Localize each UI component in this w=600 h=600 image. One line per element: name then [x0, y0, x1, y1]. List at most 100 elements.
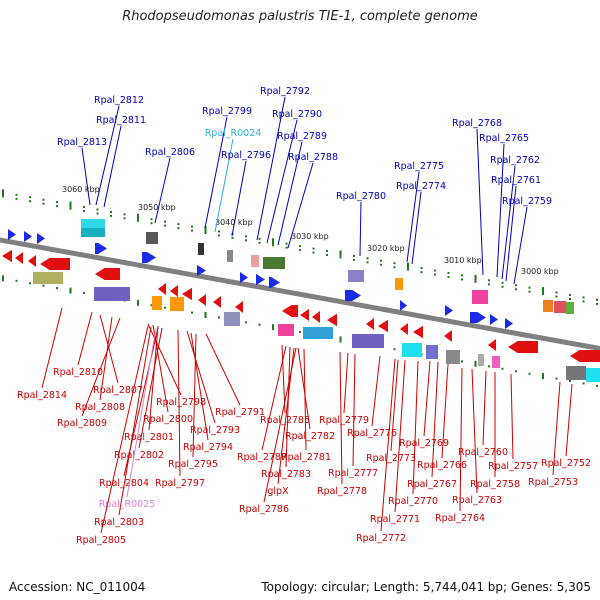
reverse-gene-label[interactable]: Rpal_2786 [239, 504, 289, 515]
forward-gene-label[interactable]: Rpal_2788 [288, 152, 338, 163]
gene-category-box[interactable] [395, 278, 403, 290]
forward-gene-label[interactable]: Rpal_2761 [491, 175, 541, 186]
reverse-gene-arrow[interactable] [28, 255, 36, 267]
reverse-gene-arrow[interactable] [508, 341, 538, 353]
reverse-gene-arrow[interactable] [235, 301, 243, 313]
forward-gene-arrow[interactable] [37, 233, 45, 244]
forward-gene-label[interactable]: Rpal_2789 [277, 131, 327, 142]
gene-category-box[interactable] [81, 219, 105, 228]
gene-category-box[interactable] [263, 257, 285, 269]
reverse-gene-arrow[interactable] [95, 268, 120, 280]
forward-gene-arrow[interactable] [400, 300, 407, 311]
reverse-gene-label[interactable]: Rpal_2782 [285, 431, 335, 442]
reverse-gene-arrow[interactable] [213, 296, 221, 308]
gene-category-box[interactable] [227, 250, 233, 262]
gene-category-box[interactable] [492, 356, 500, 368]
gene-category-box[interactable] [94, 287, 130, 301]
forward-gene-label[interactable]: Rpal_2768 [452, 118, 502, 129]
reverse-gene-label[interactable]: Rpal_2776 [347, 428, 397, 439]
reverse-gene-arrow[interactable] [444, 330, 452, 342]
gene-category-box[interactable] [33, 272, 63, 284]
reverse-gene-label[interactable]: Rpal_2809 [57, 418, 107, 429]
reverse-gene-label[interactable]: Rpal_2760 [458, 447, 508, 458]
gene-category-box[interactable] [586, 368, 600, 382]
reverse-gene-arrow[interactable] [282, 305, 298, 317]
reverse-gene-arrow[interactable] [378, 320, 388, 332]
reverse-gene-arrow[interactable] [413, 326, 423, 338]
forward-gene-arrow[interactable] [142, 252, 156, 263]
reverse-gene-label[interactable]: Rpal_2797 [155, 478, 205, 489]
reverse-gene-arrow[interactable] [158, 283, 166, 295]
reverse-gene-arrow[interactable] [170, 285, 178, 297]
reverse-gene-label[interactable]: Rpal_2767 [407, 479, 457, 490]
forward-gene-label[interactable]: Rpal_2796 [221, 150, 271, 161]
forward-gene-label[interactable]: Rpal_2765 [479, 133, 529, 144]
reverse-gene-label[interactable]: Rpal_2763 [452, 495, 502, 506]
reverse-gene-label[interactable]: Rpal_2752 [541, 458, 591, 469]
forward-gene-arrow[interactable] [197, 265, 206, 276]
reverse-gene-arrow[interactable] [312, 311, 320, 323]
reverse-gene-arrow[interactable] [2, 250, 12, 262]
reverse-gene-label[interactable]: Rpal_2798 [156, 397, 206, 408]
reverse-gene-label[interactable]: Rpal_2783 [261, 469, 311, 480]
gene-category-box[interactable] [251, 255, 259, 267]
gene-category-box[interactable] [303, 327, 333, 339]
reverse-gene-label[interactable]: Rpal_2793 [190, 425, 240, 436]
gene-category-box[interactable] [472, 290, 488, 304]
gene-category-box[interactable] [402, 343, 422, 357]
gene-category-box[interactable] [554, 301, 566, 313]
forward-gene-arrow[interactable] [505, 318, 513, 329]
gene-category-box[interactable] [198, 243, 204, 255]
reverse-gene-label[interactable]: Rpal_2779 [319, 415, 369, 426]
reverse-gene-label[interactable]: Rpal_2801 [124, 432, 174, 443]
reverse-gene-label[interactable]: Rpal_2814 [17, 390, 67, 401]
reverse-gene-arrow[interactable] [366, 318, 374, 330]
forward-gene-label[interactable]: Rpal_2811 [96, 115, 146, 126]
forward-gene-label[interactable]: Rpal_2762 [490, 155, 540, 166]
reverse-gene-label[interactable]: Rpal_2805 [76, 535, 126, 546]
reverse-gene-arrow[interactable] [15, 252, 23, 264]
forward-gene-label[interactable]: Rpal_2774 [396, 181, 446, 192]
reverse-gene-label[interactable]: Rpal_2773 [366, 453, 416, 464]
gene-category-box[interactable] [152, 296, 162, 310]
reverse-gene-label[interactable]: Rpal_2781 [281, 452, 331, 463]
reverse-gene-arrow[interactable] [198, 294, 206, 306]
reverse-gene-label[interactable]: Rpal_2770 [388, 496, 438, 507]
gene-category-box[interactable] [81, 228, 105, 237]
forward-gene-arrow[interactable] [8, 229, 16, 240]
reverse-gene-arrow[interactable] [488, 339, 496, 351]
forward-gene-label[interactable]: Rpal_2799 [202, 106, 252, 117]
reverse-gene-arrow[interactable] [327, 314, 337, 326]
reverse-gene-label[interactable]: Rpal_2810 [53, 367, 103, 378]
gene-category-box[interactable] [543, 300, 553, 312]
forward-gene-label[interactable]: Rpal_2806 [145, 147, 195, 158]
reverse-gene-label[interactable]: Rpal_2795 [168, 459, 218, 470]
forward-gene-arrow[interactable] [470, 312, 486, 323]
reverse-gene-label[interactable]: Rpal_2766 [417, 460, 467, 471]
forward-gene-label[interactable]: Rpal_2792 [260, 86, 310, 97]
reverse-gene-label[interactable]: Rpal_2803 [94, 517, 144, 528]
reverse-gene-label[interactable]: Rpal_2808 [75, 402, 125, 413]
gene-category-box[interactable] [348, 270, 364, 282]
gene-category-box[interactable] [446, 350, 460, 364]
forward-gene-arrow[interactable] [95, 243, 107, 254]
forward-gene-arrow[interactable] [345, 290, 361, 301]
reverse-gene-label[interactable]: Rpal_2800 [143, 414, 193, 425]
reverse-gene-label[interactable]: Rpal_2764 [435, 513, 485, 524]
gene-category-box[interactable] [478, 354, 484, 366]
forward-gene-arrow[interactable] [445, 305, 453, 316]
reverse-gene-label[interactable]: Rpal_2772 [356, 533, 406, 544]
gene-category-box[interactable] [426, 345, 438, 359]
reverse-gene-arrow[interactable] [40, 258, 70, 270]
forward-gene-arrow[interactable] [269, 277, 280, 288]
reverse-gene-label[interactable]: Rpal_2802 [114, 450, 164, 461]
forward-gene-label[interactable]: Rpal_2812 [94, 95, 144, 106]
gene-category-box[interactable] [566, 366, 586, 380]
reverse-gene-label[interactable]: Rpal_2757 [488, 461, 538, 472]
reverse-gene-label[interactable]: Rpal_2787 [237, 452, 287, 463]
forward-gene-label[interactable]: Rpal_2780 [336, 191, 386, 202]
reverse-gene-label[interactable]: glpX [267, 486, 289, 497]
reverse-gene-label[interactable]: Rpal_2791 [215, 407, 265, 418]
gene-category-box[interactable] [352, 334, 384, 348]
